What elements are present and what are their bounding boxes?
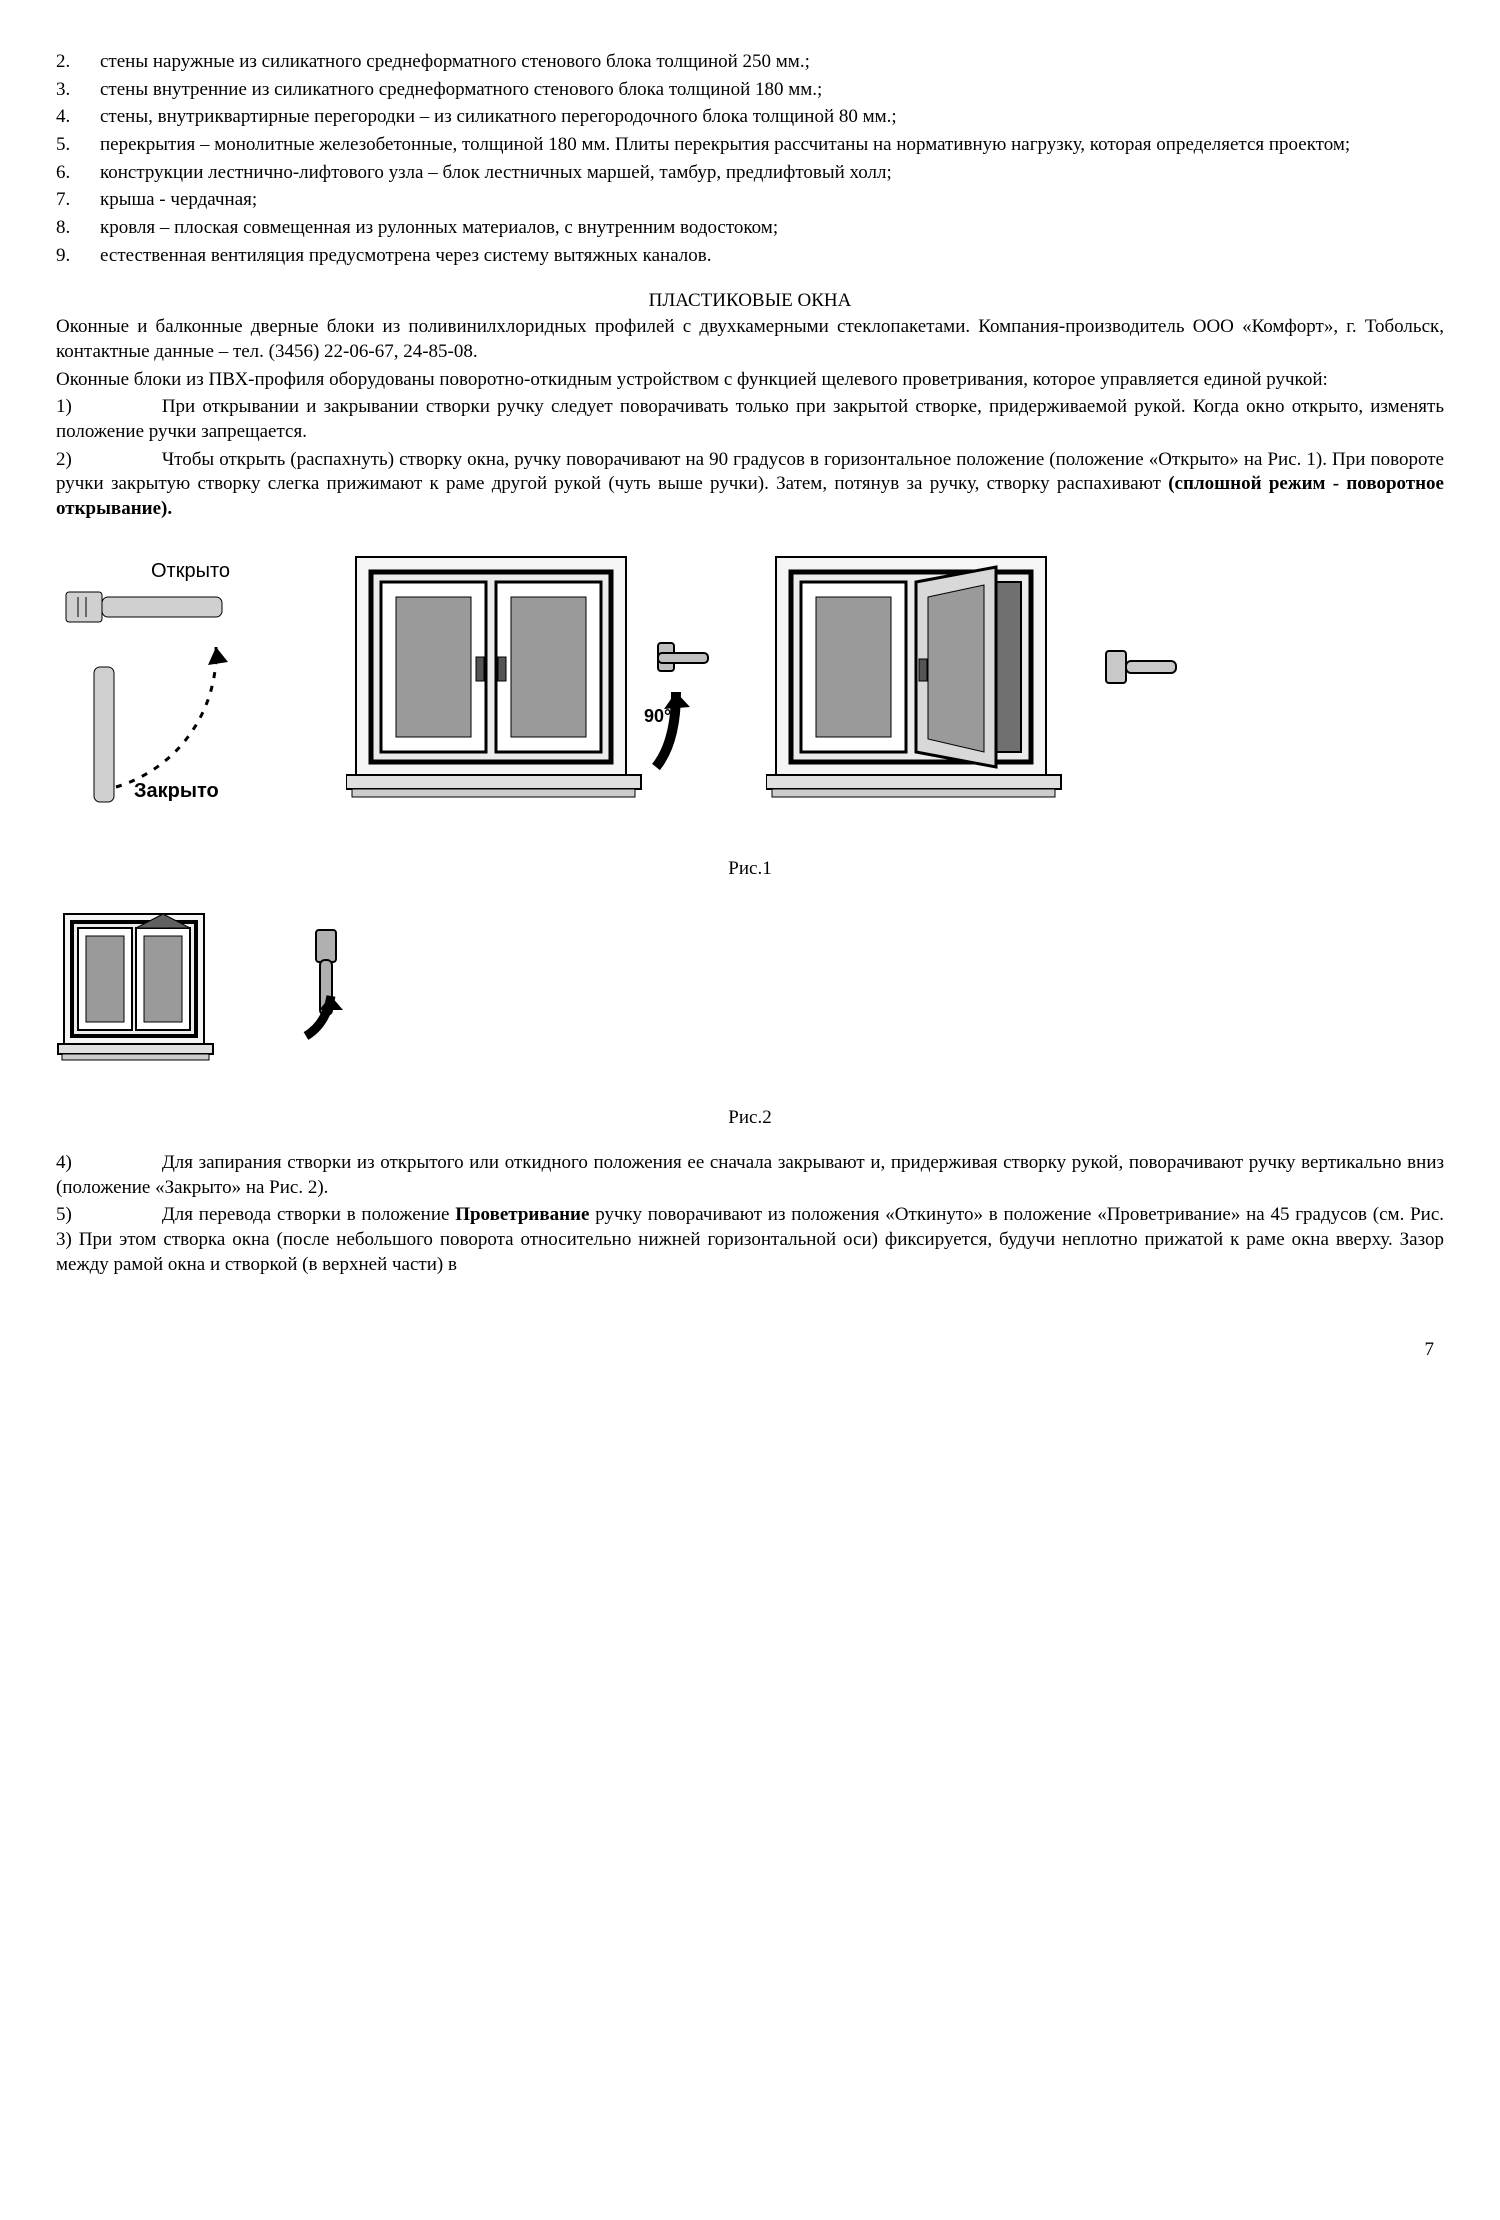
list-num: 5. <box>56 133 100 158</box>
label-closed: Закрыто <box>134 780 219 802</box>
step-2: 2)Чтобы открыть (распахнуть) створку окн… <box>56 448 1444 522</box>
step-4: 4)Для запирания створки из открытого или… <box>56 1151 1444 1200</box>
step-num: 2) <box>56 449 72 470</box>
list-text: естественная вентиляция предусмотрена че… <box>100 245 712 266</box>
window-closed-icon: 90° <box>346 547 726 827</box>
figure-2-caption: Рис.2 <box>56 1106 1444 1131</box>
paragraph-1: Оконные и балконные дверные блоки из пол… <box>56 315 1444 364</box>
list-text: конструкции лестнично-лифтового узла – б… <box>100 162 892 183</box>
list-num: 2. <box>56 50 100 75</box>
page-number: 7 <box>56 1338 1444 1363</box>
step-text: Для запирания створки из открытого или о… <box>56 1152 1444 1198</box>
step-bold: Проветривание <box>455 1204 589 1225</box>
list-item-8: 8.кровля – плоская совмещенная из рулонн… <box>56 216 1444 241</box>
list-item-5: 5.перекрытия – монолитные железобетонные… <box>56 133 1444 158</box>
figure-1-row: Открыто Закрыто 90° <box>56 547 1444 827</box>
list-item-7: 7.крыша - чердачная; <box>56 188 1444 213</box>
list-text: стены наружные из силикатного среднеформ… <box>100 51 810 72</box>
list-num: 6. <box>56 161 100 186</box>
step-text: При открывании и закрывании створки ручк… <box>56 396 1444 442</box>
handle-down-icon <box>286 906 386 1076</box>
figure-2-row <box>56 906 1444 1076</box>
list-text: стены внутренние из силикатного среднефо… <box>100 79 822 100</box>
list-text: кровля – плоская совмещенная из рулонных… <box>100 217 778 238</box>
list-num: 8. <box>56 216 100 241</box>
label-open: Открыто <box>151 560 230 582</box>
list-item-9: 9.естественная вентиляция предусмотрена … <box>56 244 1444 269</box>
step-num: 1) <box>56 396 72 417</box>
handle-rotation-icon: Открыто Закрыто <box>56 547 306 827</box>
list-text: стены, внутриквартирные перегородки – из… <box>100 106 897 127</box>
window-open-icon <box>766 547 1186 827</box>
list-num: 9. <box>56 244 100 269</box>
list-text: перекрытия – монолитные железобетонные, … <box>100 134 1350 155</box>
list-num: 4. <box>56 105 100 130</box>
list-num: 3. <box>56 78 100 103</box>
step-5: 5) Для перевода створки в положение Прове… <box>56 1203 1444 1277</box>
list-text: крыша - чердачная; <box>100 189 257 210</box>
list-item-4: 4.стены, внутриквартирные перегородки – … <box>56 105 1444 130</box>
label-angle: 90° <box>644 706 671 726</box>
step-num: 4) <box>56 1152 72 1173</box>
step-1: 1)При открывании и закрывании створки ру… <box>56 395 1444 444</box>
step-num: 5) <box>56 1204 72 1225</box>
section-heading: ПЛАСТИКОВЫЕ ОКНА <box>56 289 1444 314</box>
window-tilt-icon <box>56 906 226 1076</box>
list-item-6: 6.конструкции лестнично-лифтового узла –… <box>56 161 1444 186</box>
list-item-2: 2.стены наружные из силикатного среднефо… <box>56 50 1444 75</box>
list-item-3: 3.стены внутренние из силикатного средне… <box>56 78 1444 103</box>
paragraph-2: Оконные блоки из ПВХ-профиля оборудованы… <box>56 368 1444 393</box>
figure-1-caption: Рис.1 <box>56 857 1444 882</box>
list-num: 7. <box>56 188 100 213</box>
step-text: Для перевода створки в положение <box>162 1204 455 1225</box>
